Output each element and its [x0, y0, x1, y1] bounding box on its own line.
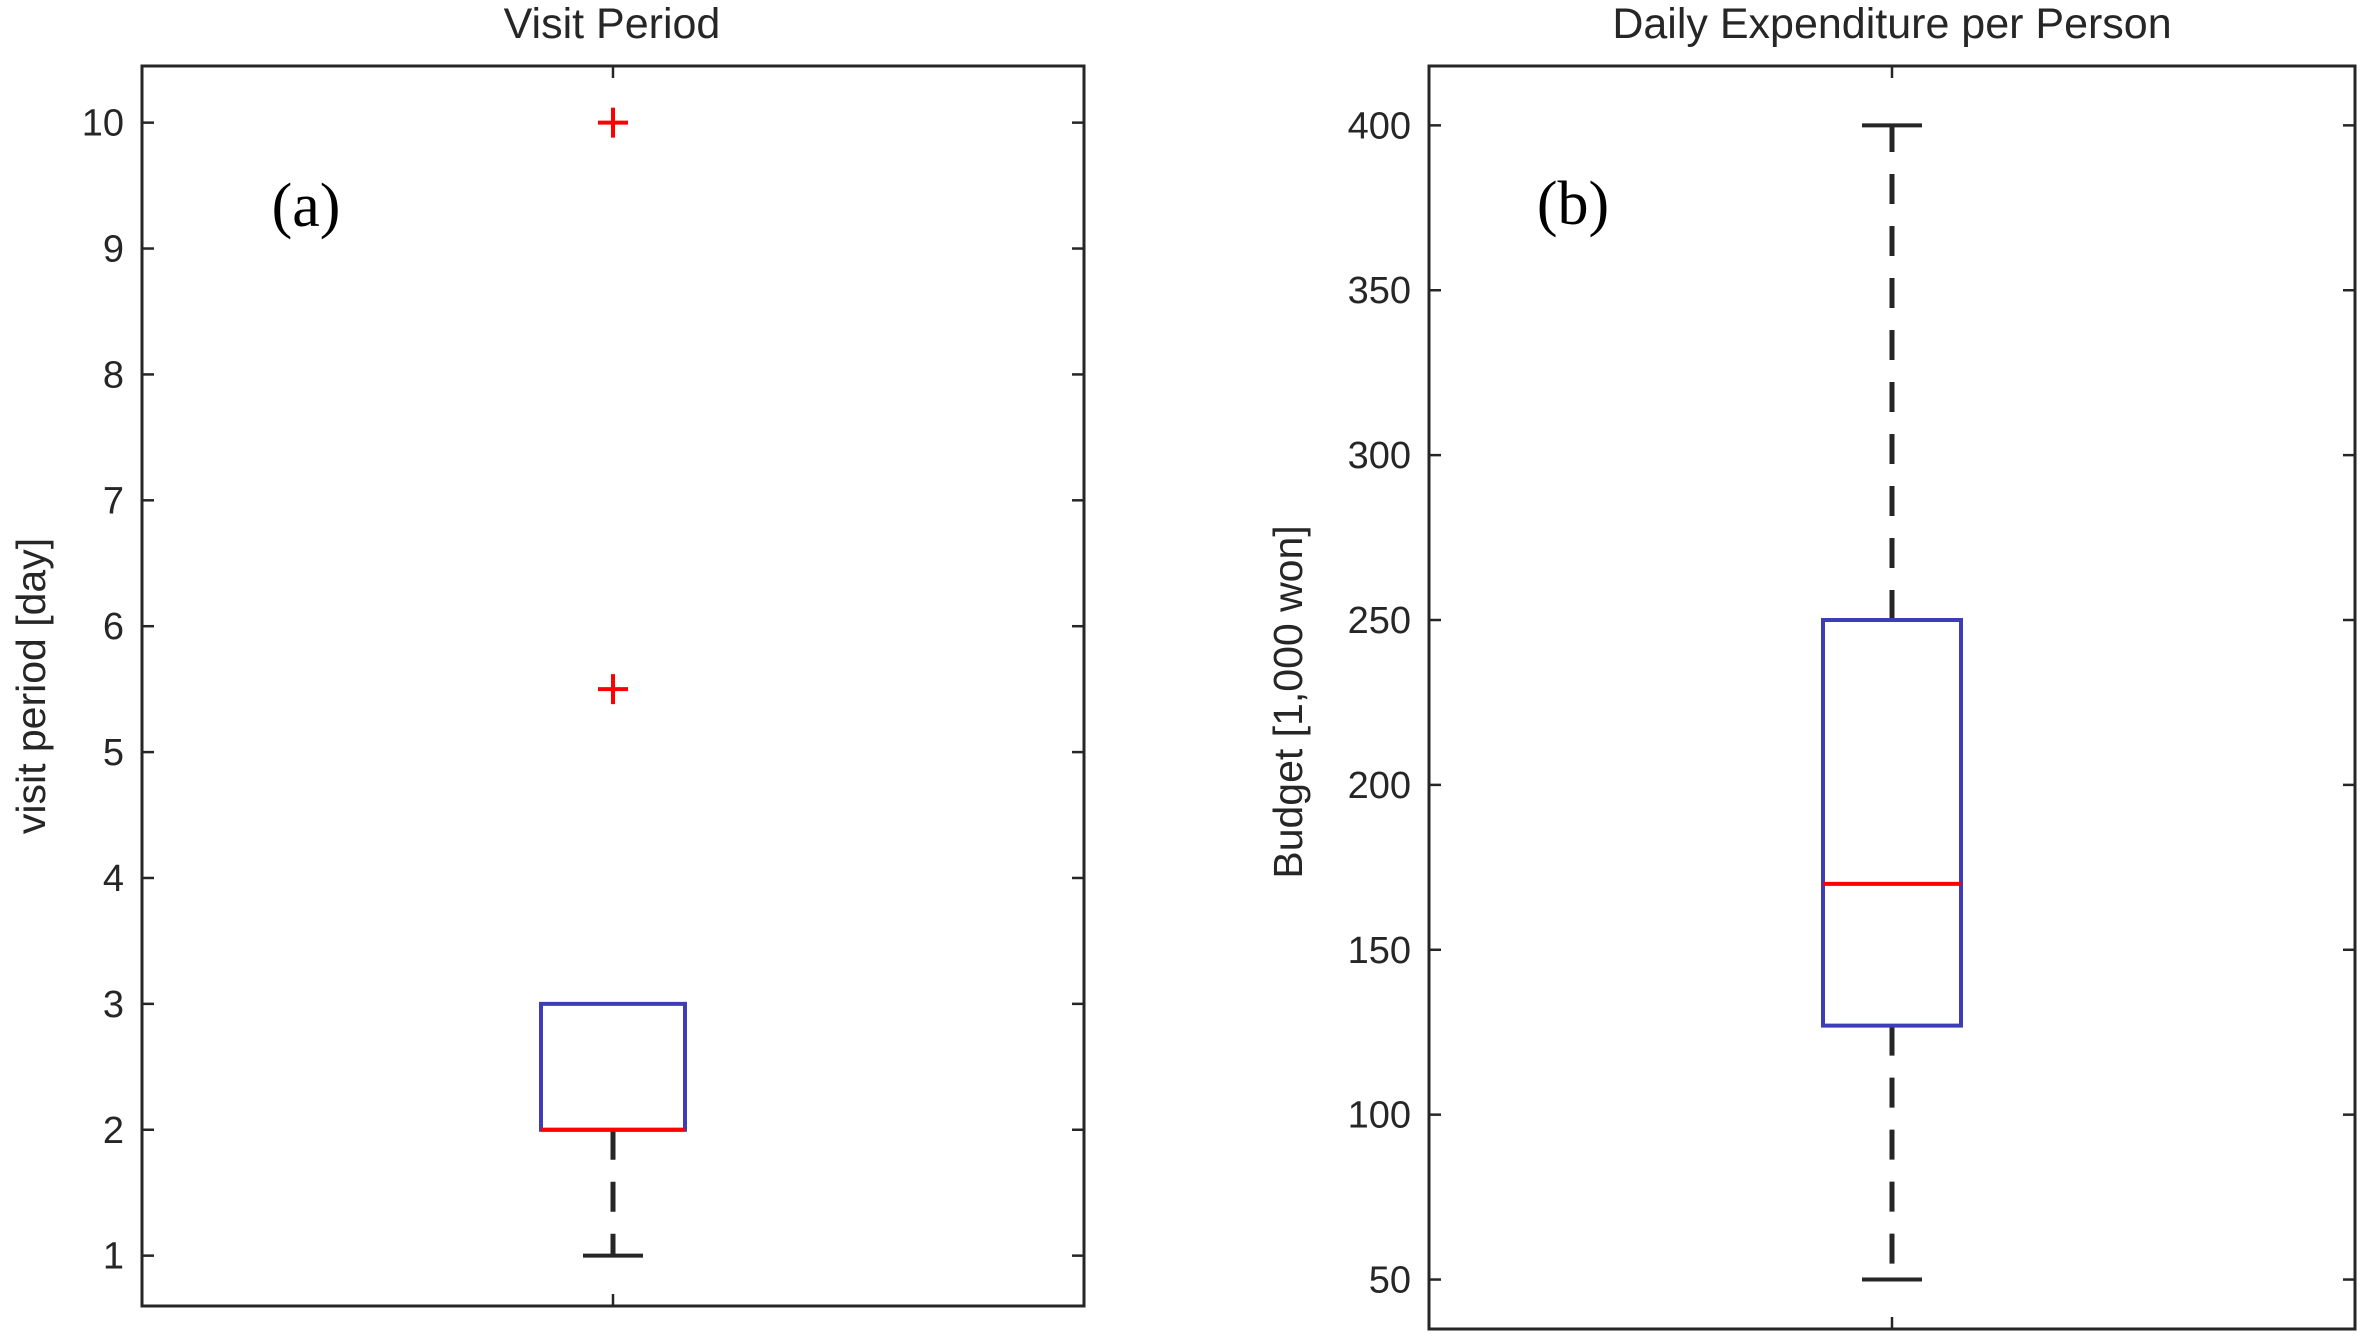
panel-b-y-tick-label: 150: [1348, 930, 1411, 972]
panel-a-y-tick-label: 8: [103, 354, 124, 396]
panel-b-y-tick-label: 250: [1348, 600, 1411, 642]
panel-b-plot-frame: [1427, 64, 2357, 1331]
panel-b-y-tick-label: 200: [1348, 765, 1411, 807]
panel-a-outlier-marker: [598, 107, 628, 138]
panel-a-box: [539, 1001, 687, 1132]
panel-b-y-ticks: 50 100 150 200 250 300 350 400: [1348, 66, 2355, 1329]
panel-b-y-tick-label: 400: [1348, 105, 1411, 147]
panel-a-y-tick-label: 7: [103, 480, 124, 522]
panel-a-visit-period: Visit Period (a) visit period [day] 1 2 3 4…: [8, 0, 1086, 1308]
panel-a-title: Visit Period: [504, 0, 721, 48]
panel-a-y-tick-label: 2: [103, 1110, 124, 1152]
panel-b-box: [1821, 618, 1963, 1028]
panel-b-boxplot: [1427, 64, 2357, 1331]
panel-a-y-tick-label: 10: [82, 103, 124, 145]
panel-a-plot-frame: [140, 64, 1086, 1308]
panel-b-tag: (b): [1537, 170, 1609, 238]
panel-a-tag: (a): [272, 172, 341, 240]
panel-a-y-axis-label: visit period [day]: [8, 538, 54, 834]
panel-a-y-tick-label: 4: [103, 858, 124, 900]
panel-b-y-tick-label: 300: [1348, 435, 1411, 477]
panel-b-y-axis-label: Budget [1,000 won]: [1265, 525, 1311, 878]
panel-a-outlier-marker: [598, 674, 628, 705]
panel-b-title: Daily Expenditure per Person: [1612, 0, 2171, 48]
panel-a-y-ticks: 1 2 3 4 5 6 7 8 9 10: [82, 66, 1084, 1306]
panel-a-y-tick-label: 5: [103, 732, 124, 774]
panel-a-y-tick-label: 3: [103, 984, 124, 1026]
panel-a-y-tick-label: 9: [103, 229, 124, 271]
panel-a-y-tick-label: 1: [103, 1236, 124, 1278]
panel-b-y-tick-label: 50: [1369, 1260, 1411, 1302]
panel-a-boxplot: [140, 64, 1086, 1308]
panel-a-y-tick-label: 6: [103, 606, 124, 648]
panel-b-y-tick-label: 350: [1348, 270, 1411, 312]
panel-b-daily-expenditure: Daily Expenditure per Person (b) Budget …: [1265, 0, 2357, 1331]
panel-b-y-tick-label: 100: [1348, 1095, 1411, 1137]
